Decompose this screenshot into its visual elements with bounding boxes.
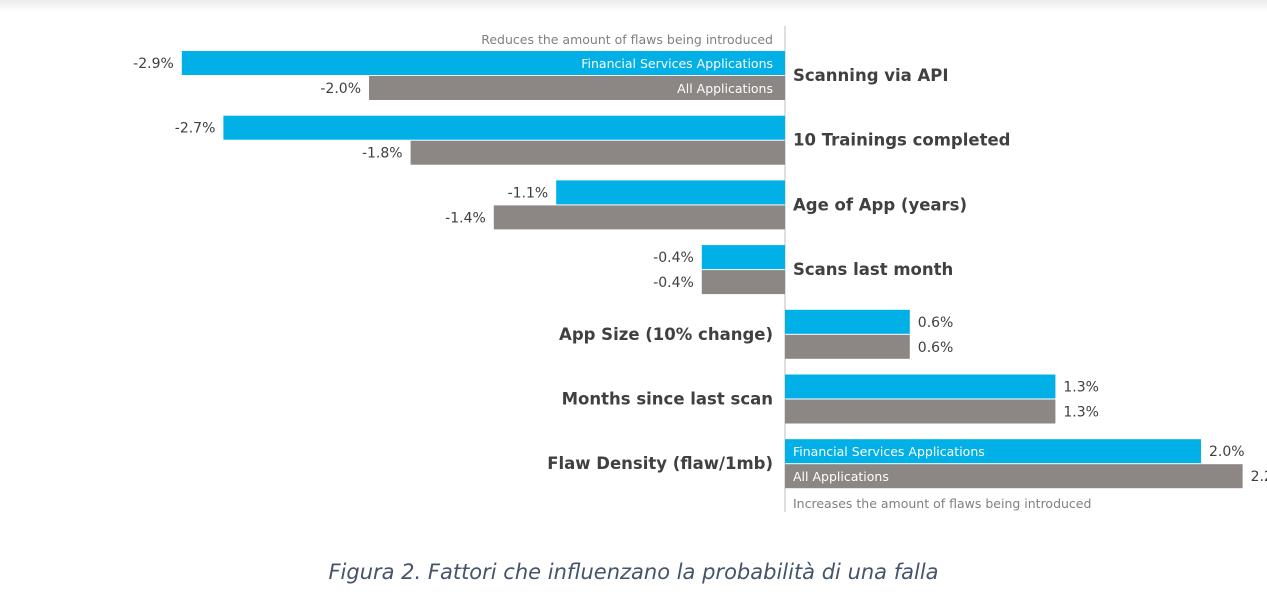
bar-financial-4 bbox=[785, 309, 910, 334]
bar-all-6 bbox=[785, 464, 1243, 489]
bar-all-0 bbox=[369, 76, 785, 100]
value-label: -0.4% bbox=[653, 275, 694, 291]
legend-all-bottom: All Applications bbox=[793, 469, 889, 484]
category-label: Scanning via API bbox=[793, 66, 949, 85]
figure-caption: Figura 2. Fattori che influenzano la pro… bbox=[328, 560, 939, 584]
bar-all-3 bbox=[701, 270, 785, 295]
category-label: 10 Trainings completed bbox=[793, 131, 1010, 150]
category-label: App Size (10% change) bbox=[559, 325, 773, 344]
value-label: 2.0% bbox=[1209, 444, 1245, 460]
category-label: Flaw Density (flaw/1mb) bbox=[547, 454, 773, 473]
bar-all-1 bbox=[410, 140, 785, 165]
bar-financial-3 bbox=[701, 245, 785, 270]
value-label: 0.6% bbox=[918, 315, 954, 331]
value-label: -2.9% bbox=[133, 56, 174, 72]
legend-all-top: All Applications bbox=[677, 81, 773, 96]
value-label: 2.2% bbox=[1251, 469, 1267, 485]
bar-financial-5 bbox=[785, 374, 1056, 399]
category-label: Months since last scan bbox=[562, 390, 773, 409]
bar-financial-0 bbox=[181, 51, 786, 75]
annotation-increases: Increases the amount of flaws being intr… bbox=[793, 496, 1091, 511]
value-label: -2.7% bbox=[175, 121, 216, 137]
bar-financial-1 bbox=[223, 115, 785, 140]
value-label: 1.3% bbox=[1063, 405, 1099, 421]
category-label: Scans last month bbox=[793, 260, 953, 279]
top-shadow-band bbox=[0, 0, 1267, 12]
bar-all-4 bbox=[785, 334, 910, 359]
value-label: -1.8% bbox=[362, 146, 403, 162]
value-label: -1.4% bbox=[445, 210, 486, 226]
value-label: -1.1% bbox=[508, 185, 549, 201]
bar-chart: -2.9% -2.0% Scanning via API -2.7% -1.8% 10 T… bbox=[133, 26, 1267, 512]
bar-financial-2 bbox=[556, 180, 785, 205]
bar-all-5 bbox=[785, 399, 1056, 424]
bar-all-2 bbox=[493, 205, 785, 230]
value-label: 1.3% bbox=[1063, 380, 1099, 396]
value-label: -2.0% bbox=[320, 81, 361, 97]
legend-financial-bottom: Financial Services Applications bbox=[793, 444, 985, 459]
bar-financial-6 bbox=[785, 439, 1201, 464]
annotation-reduces: Reduces the amount of flaws being introd… bbox=[481, 32, 773, 47]
legend-financial-top: Financial Services Applications bbox=[581, 56, 773, 71]
value-label: 0.6% bbox=[918, 340, 954, 356]
category-label: Age of App (years) bbox=[793, 195, 967, 214]
value-label: -0.4% bbox=[653, 250, 694, 266]
